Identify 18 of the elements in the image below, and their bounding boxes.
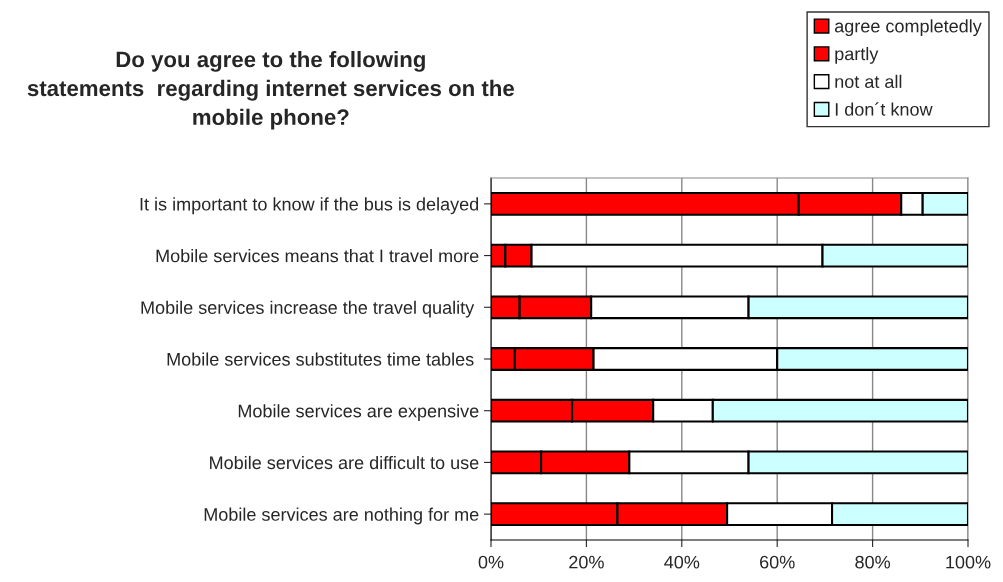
y-tick-label: Mobile services are nothing for me (204, 507, 479, 525)
y-tick-label: Mobile services are expensive (238, 404, 479, 421)
text: Do you agree to the following statements regarding internet services on the mobile phone? (27, 50, 514, 130)
x-tick-label: 100% (946, 555, 991, 569)
y-tick-label: It is important to know if the bus is delayed (140, 197, 479, 215)
y-tick-label: Mobile services means that I travel more (156, 249, 479, 263)
x-tick-label: 80% (855, 555, 891, 569)
x-tick-label: 60% (760, 555, 795, 569)
legend-label: partly (835, 47, 879, 64)
legend-label: not at all (835, 74, 902, 89)
y-tick-label: Mobile services substitutes time tables (167, 352, 474, 366)
x-tick-label: 40% (664, 555, 700, 569)
x-tick-label: 20% (569, 555, 604, 569)
y-tick-label: Mobile services increase the travel quality (141, 300, 475, 318)
legend-label: I don´t know (835, 102, 933, 116)
legend-label: agree completedly (834, 19, 982, 37)
x-tick-label: 0% (478, 555, 504, 569)
y-tick-label: Mobile services are difficult to use (210, 455, 479, 470)
